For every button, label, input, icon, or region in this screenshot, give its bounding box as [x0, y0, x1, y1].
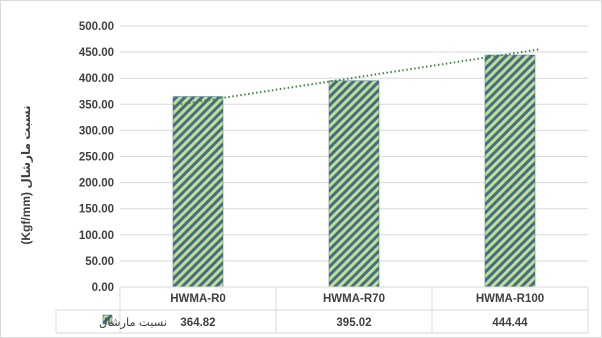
y-tick-label: 150.00	[79, 204, 114, 216]
y-tick-label: 450.00	[79, 47, 114, 59]
y-tick-label: 50.00	[85, 256, 114, 268]
y-tick-label: 250.00	[79, 152, 114, 164]
trend-line	[172, 48, 540, 107]
y-tick-label: 100.00	[79, 230, 114, 242]
legend-key	[102, 314, 113, 325]
category-label: HWMA-R0	[170, 293, 226, 305]
y-tick-label: 300.00	[79, 125, 114, 137]
bar	[484, 54, 536, 288]
legend-label: نسبت مارشال	[99, 317, 167, 330]
y-tick-label: 400.00	[79, 73, 114, 85]
bar	[328, 80, 380, 288]
trendline	[172, 48, 540, 107]
y-axis-label: نسبت مارشال (Kgf/mm)	[19, 105, 33, 244]
bars	[172, 54, 536, 288]
category-label: HWMA-R100	[476, 293, 544, 305]
y-axis-ticks: 0.00 50.00 100.00 150.00 200.00 250.00 300.00 3…	[79, 21, 114, 294]
bar	[172, 96, 224, 288]
y-tick-label: 0.00	[92, 282, 114, 294]
data-label: 364.82	[180, 317, 215, 329]
y-tick-label: 350.00	[79, 99, 114, 111]
y-tick-label: 500.00	[79, 21, 114, 33]
y-tick-label: 200.00	[79, 178, 114, 190]
data-table: HWMA-R0 364.82 HWMA-R70 395.02 HWMA-R100 444.…	[55, 286, 589, 334]
category-label: HWMA-R70	[323, 293, 385, 305]
data-label: 395.02	[336, 317, 371, 329]
data-label: 444.44	[492, 317, 528, 329]
